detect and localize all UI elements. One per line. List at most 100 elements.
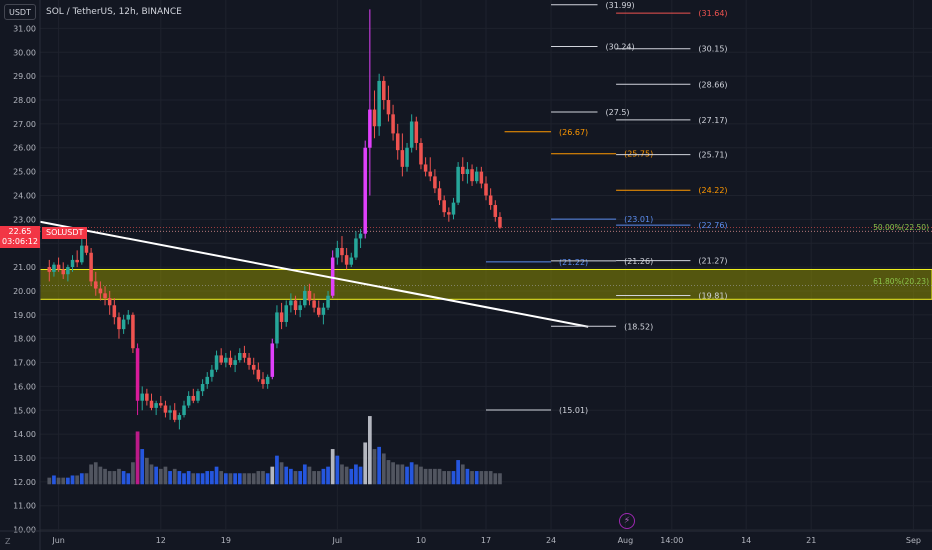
volume-bar [312, 471, 316, 485]
level-label: (21.22) [559, 258, 588, 267]
volume-bar [340, 464, 344, 485]
candle-body [219, 355, 223, 363]
candle-body [117, 317, 121, 330]
volume-bar [79, 473, 84, 485]
candle-body [172, 410, 177, 420]
candle-body [447, 212, 451, 215]
candle-body [112, 305, 117, 318]
volume-bar [451, 471, 456, 485]
volume-bar [381, 453, 386, 485]
candle-body [419, 142, 423, 165]
candle-body [182, 405, 186, 416]
candle-body [479, 171, 484, 184]
y-tick-label: 27.00 [13, 120, 36, 129]
candle-body [451, 202, 456, 215]
candle-body [163, 405, 168, 413]
volume-bar [196, 473, 200, 485]
level-label: (30.24) [606, 43, 635, 52]
candle-body [484, 183, 488, 196]
volume-bar [214, 466, 219, 485]
candle-body [312, 300, 316, 308]
volume-bar [493, 473, 498, 485]
volume-bar [446, 471, 451, 485]
candle-body [224, 357, 228, 363]
candle-body [321, 307, 326, 315]
x-tick-label: 24 [546, 536, 556, 545]
candle-body [135, 348, 140, 401]
candle-body [382, 80, 386, 101]
volume-bar [233, 473, 237, 485]
candle-body [289, 300, 293, 306]
candle-body [433, 176, 437, 189]
candle-body [474, 171, 479, 182]
volume-bar [84, 473, 89, 485]
currency-badge[interactable]: USDT [4, 4, 36, 20]
lightning-icon[interactable]: ⚡ [619, 513, 635, 529]
volume-bar [275, 455, 279, 485]
volume-bar [321, 468, 326, 485]
candle-body [456, 166, 460, 203]
y-tick-label: 25.00 [13, 168, 36, 177]
candle-body [98, 288, 103, 294]
candle-body [84, 245, 89, 253]
x-tick-label: 12 [156, 536, 166, 545]
volume-bar [330, 449, 335, 485]
y-tick-label: 13.00 [13, 454, 36, 463]
candle-body [61, 269, 65, 275]
y-tick-label: 26.00 [13, 144, 36, 153]
candle-body [70, 259, 75, 268]
x-tick-label: 14:00 [660, 536, 683, 545]
volume-bar [117, 468, 121, 485]
candle-body [316, 307, 321, 315]
candle-body [279, 312, 284, 322]
volume-bar [89, 464, 93, 485]
x-tick-label: 21 [806, 536, 816, 545]
candle-body [177, 415, 182, 420]
x-tick-label: 17 [481, 536, 491, 545]
current-price: 22.65 [8, 227, 32, 236]
y-tick-label: 29.00 [13, 72, 36, 81]
candle-body [56, 264, 61, 270]
y-tick-label: 30.00 [13, 48, 36, 57]
y-tick-label: 31.00 [13, 24, 36, 33]
volume-bar [354, 464, 358, 485]
volume-bar [428, 468, 433, 485]
candle-body [437, 188, 442, 201]
volume-bar [200, 473, 205, 485]
volume-bar [437, 468, 442, 485]
candle-body [131, 314, 135, 349]
volume-bar [182, 473, 186, 485]
candle-body [493, 205, 498, 217]
candle-body [191, 395, 196, 401]
y-tick-label: 11.00 [13, 502, 36, 511]
volume-bar [237, 473, 242, 485]
volume-bar [75, 475, 80, 485]
volume-bar [372, 449, 377, 485]
volume-bar [456, 460, 460, 485]
volume-bar [135, 431, 140, 485]
y-tick-label: 16.00 [13, 382, 36, 391]
candle-body [395, 133, 400, 151]
volume-bar [367, 416, 372, 485]
volume-bar [107, 471, 112, 485]
level-label: (27.5) [606, 108, 630, 117]
zoom-reset-label[interactable]: Z [5, 537, 11, 546]
volume-bar [349, 468, 354, 485]
candle-body [89, 252, 93, 282]
volume-bar [251, 473, 256, 485]
volume-bar [98, 466, 103, 485]
candle-body [210, 369, 214, 377]
volume-bar [465, 468, 470, 485]
volume-bar [265, 473, 270, 485]
level-label: (24.22) [698, 186, 727, 195]
volume-bar [121, 471, 126, 485]
volume-bar [391, 462, 395, 485]
candle-body [256, 369, 261, 380]
x-tick-label: 19 [221, 536, 231, 545]
y-tick-label: 14.00 [13, 430, 36, 439]
candle-body [238, 353, 242, 361]
volume-bar [205, 471, 210, 485]
candle-body [423, 164, 428, 172]
level-label: (27.17) [698, 116, 727, 125]
